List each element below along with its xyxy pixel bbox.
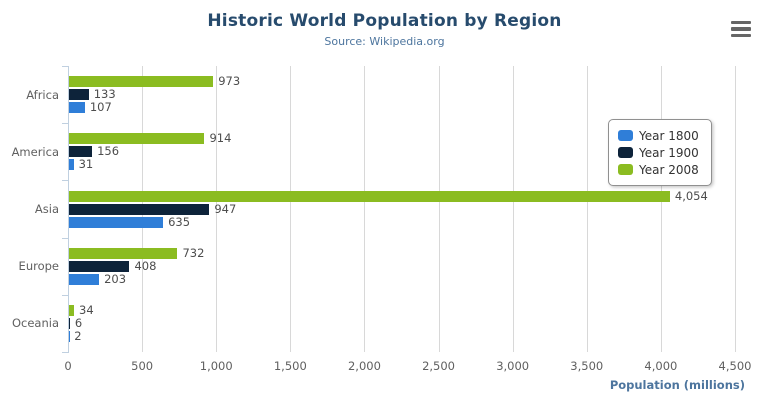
- value-label: 914: [209, 131, 232, 146]
- x-axis-tick-label: 4,000: [644, 359, 678, 373]
- hamburger-bar: [731, 27, 751, 31]
- value-label: 203: [104, 271, 127, 286]
- bar-year-1900-oceania: [69, 317, 70, 329]
- hamburger-menu-icon[interactable]: [731, 21, 751, 37]
- x-axis-tick-label: 2,500: [422, 359, 456, 373]
- legend-label: Year 2008: [639, 162, 699, 177]
- value-label: 31: [78, 157, 94, 172]
- category-label: Oceania: [11, 316, 59, 331]
- y-axis-line: [68, 66, 69, 353]
- value-label: 4,054: [674, 188, 708, 203]
- category-label: Europe: [18, 259, 59, 274]
- value-label: 732: [182, 245, 205, 260]
- x-axis-tick-label: 4,500: [718, 359, 752, 373]
- legend-swatch: [618, 130, 633, 141]
- legend-item-year-1800[interactable]: Year 1800: [618, 127, 699, 144]
- bar-year-1900-asia: [69, 203, 210, 215]
- gridline: [364, 66, 366, 352]
- value-label: 973: [218, 74, 241, 89]
- bar-year-1900-africa: [69, 89, 89, 101]
- bar-year-1800-africa: [69, 102, 85, 114]
- bar-year-1900-america: [69, 146, 93, 158]
- bar-year-1800-asia: [69, 216, 164, 228]
- hamburger-bar: [731, 33, 751, 37]
- bar-year-2008-oceania: [69, 304, 75, 316]
- gridline: [438, 66, 440, 352]
- chart-subtitle: Source: Wikipedia.org: [324, 35, 445, 48]
- value-label: 2: [74, 328, 82, 343]
- legend-label: Year 1800: [639, 128, 699, 143]
- legend-item-year-1900[interactable]: Year 1900: [618, 144, 699, 161]
- gridline: [660, 66, 662, 352]
- category-label: Africa: [26, 87, 59, 102]
- value-label: 34: [79, 302, 94, 317]
- x-axis-tick-label: 3,000: [496, 359, 530, 373]
- x-axis-tick-label: 500: [131, 359, 154, 373]
- gridline: [735, 66, 736, 352]
- bar-year-2008-america: [69, 133, 205, 145]
- legend-label: Year 1900: [639, 145, 699, 160]
- y-axis-tick: [62, 123, 68, 125]
- x-axis-tick-label: 3,500: [570, 359, 604, 373]
- value-label: 635: [168, 214, 191, 229]
- x-axis-tick-label: 1,500: [273, 359, 307, 373]
- x-axis-tick-label: 1,000: [199, 359, 233, 373]
- value-label: 133: [93, 87, 116, 102]
- value-label: 947: [214, 201, 237, 216]
- hamburger-bar: [731, 21, 751, 25]
- x-axis-tick-label: 2,000: [347, 359, 381, 373]
- y-axis-tick: [62, 294, 68, 296]
- y-axis-tick: [62, 66, 68, 67]
- y-axis-tick: [62, 237, 68, 239]
- bar-year-2008-asia: [69, 190, 670, 202]
- bar-year-1800-europe: [69, 273, 100, 285]
- gridline: [290, 66, 292, 352]
- bar-year-2008-europe: [69, 247, 178, 259]
- value-label: 156: [97, 144, 120, 159]
- value-label: 6: [74, 315, 83, 330]
- chart-title: Historic World Population by Region: [207, 11, 562, 31]
- value-label: 107: [89, 100, 112, 115]
- gridline: [512, 66, 514, 352]
- gridline: [586, 66, 588, 352]
- category-label: Asia: [34, 202, 59, 216]
- x-axis-title: Population (millions): [609, 378, 745, 392]
- gridline: [216, 66, 218, 352]
- y-axis-tick: [62, 180, 68, 182]
- category-label: America: [11, 144, 59, 159]
- legend-swatch: [618, 147, 633, 158]
- y-axis-tick: [62, 352, 68, 353]
- bar-year-2008-africa: [69, 76, 214, 88]
- value-label: 408: [134, 258, 157, 273]
- bar-year-1900-europe: [69, 260, 130, 272]
- legend-swatch: [618, 164, 633, 175]
- legend-item-year-2008[interactable]: Year 2008: [618, 161, 699, 178]
- bar-year-1800-america: [69, 159, 74, 171]
- x-axis-tick-label: 0: [64, 359, 72, 373]
- legend: Year 1800 Year 1900 Year 2008: [608, 119, 712, 186]
